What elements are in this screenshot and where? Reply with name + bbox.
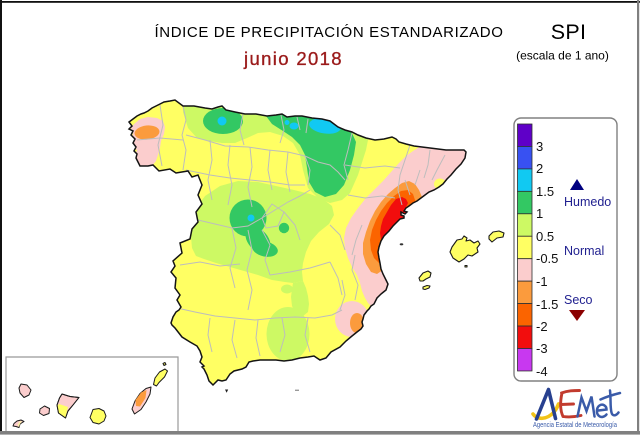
svg-text:(escala de 1 ano): (escala de 1 ano) xyxy=(516,49,609,63)
svg-text:Humedo: Humedo xyxy=(564,195,611,209)
svg-text:-0.5: -0.5 xyxy=(536,251,558,266)
svg-text:1: 1 xyxy=(536,206,543,221)
svg-text:-4: -4 xyxy=(536,364,548,379)
svg-text:SPI: SPI xyxy=(551,20,587,44)
svg-text:2: 2 xyxy=(536,161,543,176)
svg-text:-1: -1 xyxy=(536,274,548,289)
svg-text:3: 3 xyxy=(536,139,543,154)
svg-text:1.5: 1.5 xyxy=(536,184,554,199)
svg-text:0.5: 0.5 xyxy=(536,229,554,244)
svg-text:junio 2018: junio 2018 xyxy=(243,48,343,69)
svg-text:Seco: Seco xyxy=(564,293,593,307)
svg-text:Agencia Estatal de Meteorologí: Agencia Estatal de Meteorología xyxy=(533,420,618,429)
svg-text:-2: -2 xyxy=(536,319,548,334)
svg-text:ÍNDICE DE PRECIPITACIÓN ESTAND: ÍNDICE DE PRECIPITACIÓN ESTANDARIZADO xyxy=(154,24,503,41)
svg-text:-1.5: -1.5 xyxy=(536,297,558,312)
svg-text:-3: -3 xyxy=(536,341,548,356)
svg-text:Normal: Normal xyxy=(564,244,604,258)
